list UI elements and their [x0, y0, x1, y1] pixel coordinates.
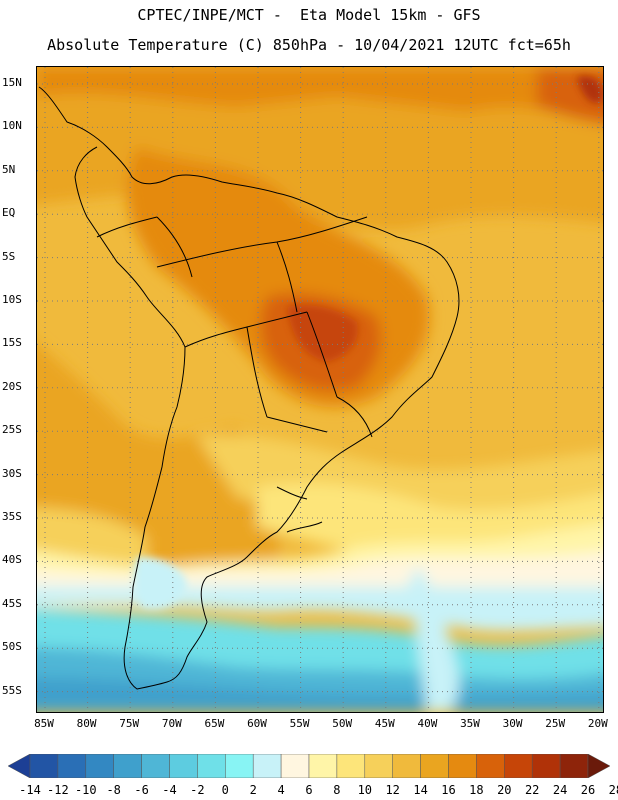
colorbar-swatch — [225, 754, 254, 778]
colorbar-tick-label: -14 — [19, 783, 41, 797]
lon-label: 55W — [289, 717, 310, 730]
lat-label: 15S — [2, 336, 22, 350]
colorbar-swatch — [280, 754, 310, 778]
colorbar-tick-label: -6 — [134, 783, 149, 797]
colorbar-swatch — [476, 754, 505, 778]
colorbar-swatch — [308, 754, 338, 778]
lat-label: 35S — [2, 510, 22, 523]
lon-label: 25W — [545, 717, 566, 730]
colorbar-swatch — [169, 754, 198, 778]
colorbar-swatch — [559, 754, 589, 778]
colorbar-swatch — [57, 754, 87, 778]
colorbar-swatch — [420, 754, 449, 778]
lat-label: 15N — [2, 76, 22, 89]
lon-label: 20W — [587, 717, 608, 730]
lat-label: 5S — [2, 249, 16, 263]
temperature-map — [37, 67, 603, 712]
lat-label: 45S — [2, 596, 22, 610]
colorbar-tick-label: 8 — [333, 783, 341, 797]
colorbar-tick-label: -10 — [74, 783, 97, 797]
colorbar-tick-label: 18 — [469, 783, 484, 797]
lon-label: 40W — [417, 717, 438, 730]
lat-label: 10S — [2, 293, 22, 306]
colorbar-swatch — [197, 754, 226, 778]
lon-label: 85W — [34, 717, 54, 730]
colorbar-tick-label: -4 — [162, 783, 177, 797]
colorbar-swatch — [448, 754, 477, 778]
colorbar-tick-label: -12 — [47, 783, 69, 797]
colorbar-swatch — [113, 754, 142, 778]
colorbar-swatch — [141, 754, 170, 778]
map-panel — [36, 66, 604, 713]
colorbar-tick-label: -8 — [106, 783, 121, 797]
colorbar-tick-label: 28 — [608, 783, 618, 797]
colorbar-tick-label: 20 — [497, 783, 512, 797]
colorbar-tick-label: 22 — [524, 783, 540, 797]
lat-label: 20S — [2, 379, 22, 393]
lat-label: 55S — [2, 683, 22, 697]
lon-label: 50W — [332, 717, 353, 730]
title-line-1: CPTEC/INPE/MCT - Eta Model 15km - GFS — [137, 6, 481, 24]
lat-label: 25S — [2, 423, 22, 437]
lon-label: 70W — [161, 717, 182, 730]
title-line-2: Absolute Temperature (C) 850hPa - 10/04/… — [47, 36, 571, 54]
colorbar-tick-label: 26 — [580, 783, 596, 797]
colorbar-tick-label: 14 — [413, 783, 428, 797]
colorbar-swatch — [364, 754, 393, 778]
lon-label: 45W — [374, 717, 395, 730]
colorbar — [8, 754, 610, 778]
lat-label: 5N — [2, 162, 16, 176]
lat-label: EQ — [2, 206, 16, 220]
lon-label: 80W — [76, 717, 97, 730]
lon-label: 65W — [204, 717, 225, 730]
colorbar-tick-label: -2 — [190, 783, 205, 797]
lon-label: 75W — [119, 717, 140, 730]
colorbar-tick-label: 12 — [385, 783, 400, 797]
colorbar-swatch — [29, 754, 59, 778]
lat-label: 50S — [2, 640, 22, 654]
colorbar-tick-label: 4 — [277, 783, 285, 797]
colorbar-tick-label: 16 — [441, 783, 456, 797]
lat-label: 30S — [2, 466, 22, 480]
colorbar-tick-label: 24 — [552, 783, 568, 797]
colorbar-swatch — [85, 754, 114, 778]
coastlines — [38, 86, 460, 690]
lon-label: 60W — [247, 717, 267, 730]
lat-label: 40S — [2, 553, 22, 567]
colorbar-swatch — [504, 754, 533, 778]
lon-label: 30W — [502, 717, 523, 730]
colorbar-swatch — [336, 754, 366, 778]
colorbar-tick-label: 6 — [305, 783, 313, 797]
colorbar-tick-label: 2 — [249, 783, 257, 797]
lon-label: 35W — [460, 717, 480, 730]
colorbar-left-arrow — [8, 754, 31, 778]
lat-label: 10N — [2, 119, 22, 133]
colorbar-swatch — [392, 754, 421, 778]
colorbar-swatch — [531, 754, 561, 778]
colorbar-tick-label: 10 — [357, 783, 373, 797]
colorbar-tick-label: 0 — [221, 783, 229, 797]
colorbar-right-arrow — [587, 754, 610, 778]
colorbar-swatch — [252, 754, 282, 778]
